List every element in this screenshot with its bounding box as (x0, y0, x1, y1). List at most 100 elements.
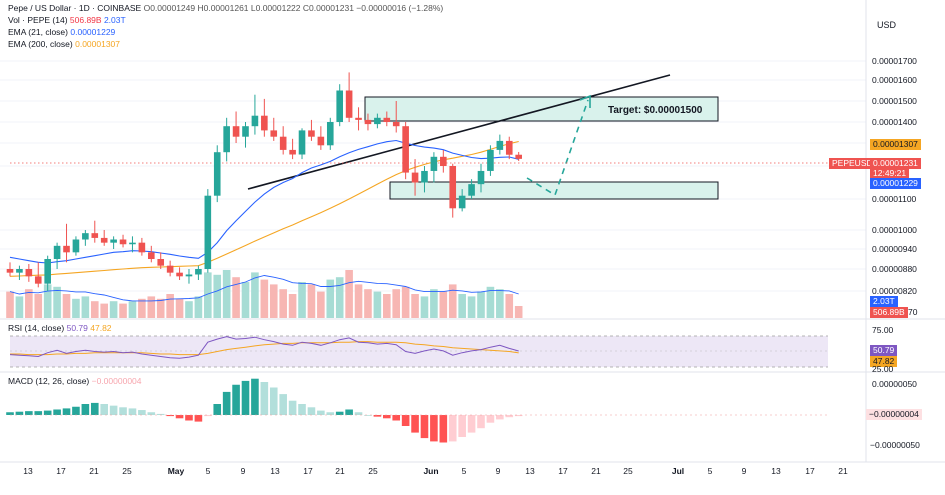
macd-bar (496, 415, 504, 420)
volume-bar (269, 284, 278, 318)
candle-body (468, 184, 475, 196)
volume-bar (175, 298, 184, 318)
candle-body (458, 195, 466, 209)
price-tick-label: 0.00001700 (872, 56, 917, 66)
time-tick-label: 9 (495, 466, 501, 476)
ohlc-values: O0.00001249 H0.00001261 L0.00001222 C0.0… (143, 3, 444, 13)
volume-bar (194, 296, 203, 318)
candle-body (213, 152, 221, 196)
ema21-value: 0.00001229 (70, 27, 116, 37)
candle-body (166, 265, 174, 273)
candle-body (270, 130, 278, 137)
candle-body (16, 269, 23, 273)
macd-histogram (6, 378, 828, 443)
candle-body (204, 195, 212, 269)
volume-bar (448, 284, 457, 318)
rsi-value: 50.79 (66, 323, 88, 333)
macd-bar (505, 415, 514, 418)
price-tick-label: 0.00001500 (872, 96, 917, 106)
price-tick-label: 0.00001400 (872, 117, 917, 127)
macd-bar (53, 409, 61, 415)
candle-body (34, 276, 42, 284)
volume-bar (383, 294, 391, 318)
volume-bar (392, 289, 401, 318)
volume-bar (147, 296, 156, 318)
ema200-value: 0.00001307 (75, 39, 121, 49)
candle-body (326, 122, 334, 146)
volume-bar (100, 303, 108, 318)
time-tick-label: 9 (741, 466, 747, 476)
header-symbol-row: Pepe / US Dollar · 1D · COINBASE O0.0000… (8, 3, 443, 14)
macd-legend: MACD (12, 26, close) −0.00000004 (8, 376, 142, 387)
candle-body (336, 90, 343, 122)
macd-tag: −0.00000004 (866, 409, 922, 420)
macd-bar (317, 410, 325, 415)
volume-bar (251, 272, 259, 318)
volume-tag-2: 506.89B (870, 307, 908, 318)
macd-bar (222, 391, 231, 415)
candle-body (195, 269, 202, 275)
ema21-label: EMA (21, close) (8, 27, 68, 37)
macd-bar (326, 412, 335, 415)
volume-bar (354, 284, 363, 318)
candle-body (364, 119, 372, 125)
time-tick-label: May (167, 466, 185, 476)
candle-body (63, 245, 70, 253)
volume-bar (317, 291, 325, 318)
volume-bar (326, 279, 335, 318)
time-tick-label: 17 (56, 466, 66, 476)
candle-body (44, 259, 51, 284)
candle-body (421, 170, 428, 183)
volume-bar (458, 294, 466, 318)
macd-bar (147, 412, 156, 415)
candle-body (487, 149, 494, 171)
macd-bar (364, 415, 372, 416)
macd-label: MACD (12, 26, close) (8, 376, 90, 386)
price-tick-label: 0.00001000 (872, 225, 917, 235)
ema200-price-tag: 0.00001307 (870, 139, 921, 150)
volume-bar (138, 298, 146, 318)
volume-bar (81, 296, 90, 318)
volume-bar (496, 289, 504, 318)
candle-body (261, 115, 268, 131)
volume-bar (486, 286, 495, 318)
macd-bar (486, 415, 495, 423)
price-tick-label: 0.00000880 (872, 264, 917, 274)
candle-body (251, 115, 259, 127)
macd-bar (448, 415, 457, 442)
rsi-band (10, 336, 828, 367)
candle-body (505, 140, 513, 155)
rsi-ma-value: 47.82 (90, 323, 112, 333)
candle-body (355, 117, 362, 120)
macd-bar (100, 404, 108, 415)
candle-body (477, 170, 485, 185)
macd-bar (138, 410, 146, 415)
macd-bar (345, 409, 353, 415)
volume-value-2: 2.03T (103, 15, 126, 25)
macd-bar (392, 415, 401, 421)
ema21-price-tag: 0.00001229 (870, 178, 921, 189)
candle-body (223, 126, 230, 153)
support-zone (389, 181, 719, 200)
candle-body (383, 117, 391, 122)
candle-body (298, 130, 306, 155)
volume-axis-suffix: 70 (908, 307, 918, 317)
macd-bar (156, 413, 165, 415)
volume-bar (505, 294, 514, 318)
ema21-line (9, 139, 519, 264)
macd-bar (90, 402, 99, 415)
macd-bar (175, 415, 184, 419)
rsi-label: RSI (14, close) (8, 323, 65, 333)
volume-bar (439, 291, 448, 318)
macd-bar (354, 412, 363, 415)
candle-body (496, 140, 504, 150)
candle-body (515, 154, 522, 159)
candle-body (411, 172, 419, 183)
macd-bar (213, 404, 222, 415)
macd-bar (420, 415, 429, 439)
rsi-tick-25: 25.00 (872, 364, 894, 374)
rsi-legend: RSI (14, close) 50.79 47.82 (8, 323, 112, 334)
candle-body (242, 126, 249, 137)
